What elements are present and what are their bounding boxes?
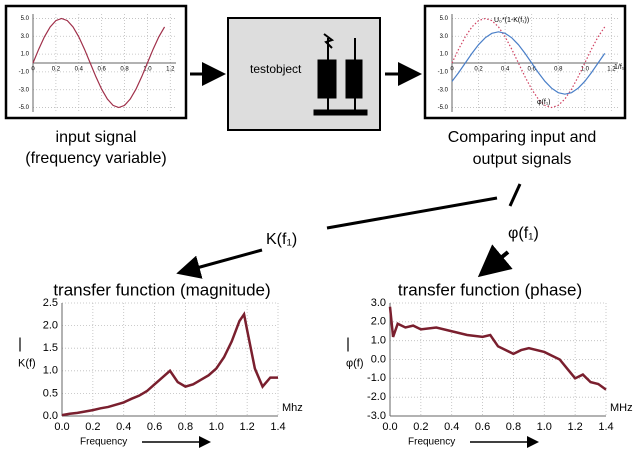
testobject-label: testobject: [250, 62, 302, 76]
y-tick-label: -5.0: [19, 105, 30, 111]
x-tick-label: 1.0: [537, 421, 552, 433]
y-tick-label: 0.0: [43, 410, 58, 422]
arrow: [176, 248, 263, 279]
x-tick-label: 0.6: [475, 421, 490, 433]
y-tick-label: 1.0: [21, 52, 30, 58]
arrow: [477, 244, 513, 278]
charts: 5.03.01.0-1.0-3.0-5.000.20.40.60.81.01.2…: [18, 14, 633, 448]
y-tick-label: 5.0: [21, 16, 30, 22]
output-label: output signals: [473, 151, 572, 168]
input-box: [4, 4, 188, 120]
x-tick-label: 0.8: [178, 421, 193, 433]
x-tick-label: 1.2: [239, 421, 254, 433]
y-label: φ(f): [346, 357, 364, 369]
y-tick-label: 2.0: [43, 320, 58, 332]
annotation: φ(f₁): [537, 99, 551, 106]
chart-title: transfer function (phase): [398, 280, 582, 299]
x-unit: MHz: [610, 402, 633, 414]
series-line: [451, 17, 606, 109]
y-tick-label: -3.0: [367, 410, 386, 422]
x-tick-label: 1.0: [581, 67, 590, 73]
x-tick-label: 0.2: [474, 67, 483, 73]
series-line: [61, 311, 278, 417]
y-tick-label: -5.0: [438, 105, 449, 111]
x-tick-label: 1.0: [209, 421, 224, 433]
x-tick-label: 1.2: [567, 421, 582, 433]
y-tick-label: 3.0: [21, 34, 30, 40]
x-tick-label: 0.4: [116, 421, 131, 433]
y-tick-label: 3.0: [440, 34, 449, 40]
x-tick-label: 0.0: [54, 421, 69, 433]
series-line: [451, 31, 606, 95]
y-tick-label: -3.0: [19, 87, 30, 93]
connector: [326, 196, 498, 230]
y-tick-label: 2.0: [371, 316, 386, 328]
k-label: K(f₁): [266, 231, 297, 248]
chart-title: transfer function (magnitude): [53, 280, 270, 299]
input-label: input signal: [56, 129, 137, 146]
connector: [508, 183, 522, 207]
y-tick-label: 5.0: [440, 16, 449, 22]
y-tick-label: -1.0: [438, 69, 449, 75]
x-tick-label: 0.4: [75, 67, 84, 73]
output-label: Comparing input and: [448, 129, 597, 146]
x-tick-label: 1.0: [143, 67, 152, 73]
annotation: U₀*(1-K(f₁)): [494, 17, 529, 24]
y-tick-label: 2.5: [43, 297, 58, 309]
x-tick-label: 0.2: [85, 421, 100, 433]
x-tick-label: 0.6: [528, 67, 537, 73]
y-tick-label: -2.0: [367, 391, 386, 403]
x-tick-label: 0.8: [506, 421, 521, 433]
x-tick-label: 1.4: [598, 421, 613, 433]
x-tick-label: 1.2: [166, 67, 175, 73]
x-tick-label: 0.6: [97, 67, 106, 73]
y-label: K(f): [18, 357, 36, 369]
x-tick-label: 0.2: [413, 421, 428, 433]
x-tick-label: 0.4: [444, 421, 459, 433]
x-unit: Mhz: [282, 402, 303, 414]
component-icons: [313, 33, 368, 116]
x-label: Frequency: [80, 437, 127, 448]
x-tick-label: 0.6: [147, 421, 162, 433]
phi-label: φ(f₁): [508, 225, 539, 242]
y-tick-label: -1.0: [19, 69, 30, 75]
y-tick-label: -1.0: [367, 372, 386, 384]
x-tick-label: 0.4: [501, 67, 510, 73]
compare-box: [423, 4, 627, 120]
x-tick-label: 0.8: [120, 67, 129, 73]
y-tick-label: 1.0: [371, 335, 386, 347]
y-tick-label: 1.0: [440, 52, 449, 58]
x-tick-label: 0.0: [382, 421, 397, 433]
x-label: Frequency: [408, 437, 455, 448]
x-tick-label: 1.4: [270, 421, 285, 433]
series-line: [388, 306, 607, 391]
x-tick-label: 0.8: [554, 67, 563, 73]
x-tick-label: 0.2: [52, 67, 61, 73]
y-tick-label: -3.0: [438, 87, 449, 93]
input-label: (frequency variable): [25, 150, 166, 167]
y-tick-label: 3.0: [371, 297, 386, 309]
annotation: 1/f₁: [614, 64, 625, 71]
y-tick-label: 1.5: [43, 342, 58, 354]
y-tick-label: 0.5: [43, 387, 58, 399]
series-line: [32, 17, 166, 109]
y-tick-label: 1.0: [43, 365, 58, 377]
y-tick-label: 0.0: [371, 353, 386, 365]
x-tick-label: 1.2: [607, 67, 616, 73]
